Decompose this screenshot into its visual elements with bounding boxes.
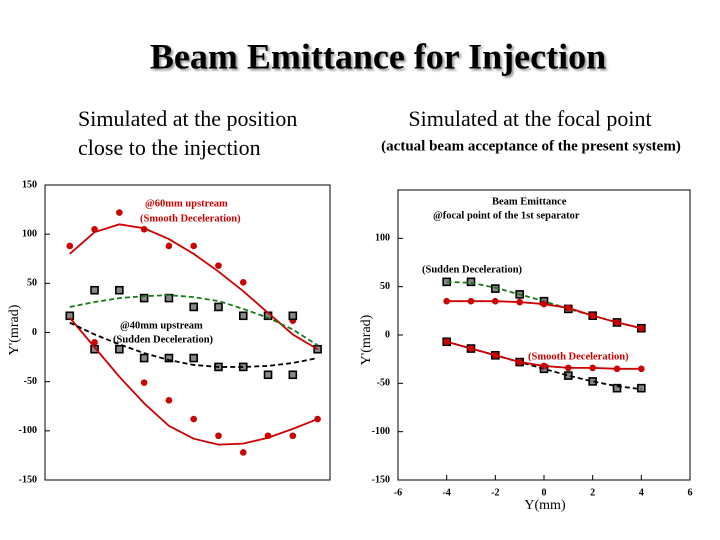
y-tick-label: 0 xyxy=(32,327,37,338)
point xyxy=(516,358,523,366)
point xyxy=(467,297,475,305)
x-tick-label: -2 xyxy=(491,487,499,498)
point xyxy=(189,302,198,312)
point xyxy=(90,285,99,295)
point xyxy=(190,242,197,250)
point xyxy=(492,297,499,305)
point xyxy=(443,338,450,346)
slide-title: Beam Emittance for Injection xyxy=(150,36,606,76)
y-tick-label: -150 xyxy=(19,474,37,485)
y-tick-label: 100 xyxy=(375,233,390,244)
point xyxy=(139,293,149,303)
point xyxy=(288,370,298,380)
y-axis-label: Y'(mrad) xyxy=(359,314,374,365)
y-tick-label: 0 xyxy=(385,329,390,340)
point xyxy=(613,319,621,326)
x-tick-label: 2 xyxy=(590,487,595,498)
curve xyxy=(69,317,318,446)
point xyxy=(165,397,173,404)
point xyxy=(589,312,596,319)
point xyxy=(565,364,572,372)
point xyxy=(466,277,476,287)
y-tick-label: -100 xyxy=(19,425,37,436)
point xyxy=(516,298,523,306)
point xyxy=(214,302,223,312)
point xyxy=(239,449,247,456)
annotation: (Smooth Deceleration) xyxy=(140,213,241,224)
left-subtitle: Simulated at the position xyxy=(78,106,297,131)
y-tick-label: 50 xyxy=(380,281,390,292)
point xyxy=(565,304,572,312)
point xyxy=(189,353,198,363)
point xyxy=(492,352,499,359)
annotation: @focal point of the 1st separator xyxy=(433,210,580,221)
plot-frame xyxy=(397,189,691,481)
annotation: @40mm upstream xyxy=(120,320,203,331)
x-tick-label: -6 xyxy=(394,487,402,498)
x-tick-label: 6 xyxy=(688,487,693,498)
point xyxy=(238,311,248,321)
point xyxy=(140,379,148,386)
x-axis-label: Y(mm) xyxy=(524,498,566,513)
point xyxy=(115,285,124,295)
point xyxy=(164,353,174,363)
point xyxy=(540,300,548,308)
point xyxy=(263,370,273,380)
curve xyxy=(69,294,319,347)
point xyxy=(65,311,75,321)
point xyxy=(289,432,297,440)
annotation: @60mm upstream xyxy=(145,198,228,209)
point xyxy=(612,383,622,393)
y-tick-label: -150 xyxy=(372,474,390,485)
point xyxy=(540,362,548,370)
point xyxy=(116,209,123,216)
point xyxy=(613,365,621,373)
point xyxy=(467,345,475,352)
y-tick-label: 50 xyxy=(27,278,37,289)
point xyxy=(443,297,450,305)
y-tick-label: -50 xyxy=(24,376,37,387)
point xyxy=(190,415,197,423)
point xyxy=(66,242,74,250)
point xyxy=(637,383,646,393)
x-tick-label: -4 xyxy=(442,487,450,498)
annotation: (Sudden Deceleration) xyxy=(422,264,523,275)
x-tick-label: 0 xyxy=(542,487,547,498)
y-tick-label: 150 xyxy=(22,179,37,190)
y-axis-label: Y'(mrad) xyxy=(7,304,22,355)
annotation: Beam Emittance xyxy=(492,196,567,207)
point xyxy=(239,279,247,286)
point xyxy=(215,262,222,269)
annotation: (Smooth Deceleration) xyxy=(528,351,629,362)
point xyxy=(215,432,222,440)
y-tick-label: -50 xyxy=(377,378,390,389)
point xyxy=(139,353,149,363)
left-subtitle: close to the injection xyxy=(78,135,261,160)
point xyxy=(589,364,596,372)
point xyxy=(638,365,645,373)
curve xyxy=(69,321,318,368)
right-subtitle: Simulated at the focal point xyxy=(408,106,651,131)
point xyxy=(90,344,99,354)
point xyxy=(115,344,124,354)
right-subtitle: (actual beam acceptance of the present s… xyxy=(381,138,681,154)
point xyxy=(165,242,173,250)
curve xyxy=(69,223,319,350)
y-tick-label: -100 xyxy=(372,426,390,437)
y-tick-label: 100 xyxy=(22,228,37,239)
x-tick-label: 4 xyxy=(639,487,644,498)
point xyxy=(638,324,645,332)
annotation: (Sudden Deceleration) xyxy=(113,334,214,345)
point xyxy=(288,311,298,321)
